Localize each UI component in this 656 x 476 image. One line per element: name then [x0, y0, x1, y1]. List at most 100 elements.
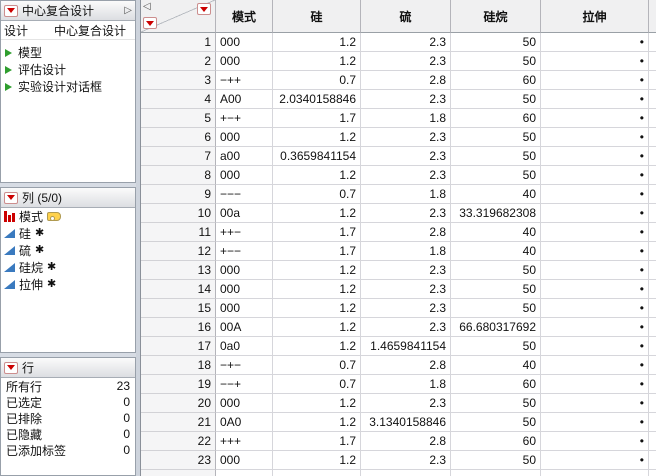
- si-cell[interactable]: 1.7: [273, 242, 361, 261]
- sulfur-cell[interactable]: 1.8: [361, 242, 451, 261]
- silane-cell[interactable]: 50: [451, 394, 541, 413]
- stretch-cell[interactable]: •: [541, 90, 649, 109]
- sulfur-cell[interactable]: 2.3: [361, 280, 451, 299]
- silane-cell[interactable]: 60: [451, 109, 541, 128]
- sulfur-cell[interactable]: 2.3: [361, 90, 451, 109]
- sulfur-cell[interactable]: 2.3: [361, 33, 451, 52]
- pattern-cell[interactable]: 0A0: [216, 413, 273, 432]
- si-cell[interactable]: [273, 470, 361, 476]
- pattern-cell[interactable]: −−−: [216, 185, 273, 204]
- stretch-cell[interactable]: •: [541, 128, 649, 147]
- sulfur-cell[interactable]: 2.3: [361, 147, 451, 166]
- sulfur-cell[interactable]: 2.3: [361, 204, 451, 223]
- sulfur-cell[interactable]: 2.8: [361, 223, 451, 242]
- pattern-cell[interactable]: ++−: [216, 223, 273, 242]
- sulfur-cell[interactable]: 1.8: [361, 109, 451, 128]
- pattern-cell[interactable]: 000: [216, 261, 273, 280]
- red-triangle-menu-icon[interactable]: [4, 191, 18, 204]
- si-cell[interactable]: 1.7: [273, 109, 361, 128]
- stretch-cell[interactable]: •: [541, 71, 649, 90]
- silane-cell[interactable]: 50: [451, 166, 541, 185]
- stretch-cell[interactable]: •: [541, 413, 649, 432]
- pattern-cell[interactable]: 000: [216, 280, 273, 299]
- silane-cell[interactable]: 60: [451, 432, 541, 451]
- row-number-cell[interactable]: 15: [141, 299, 216, 318]
- row-number-cell[interactable]: 6: [141, 128, 216, 147]
- stretch-cell[interactable]: •: [541, 280, 649, 299]
- sulfur-cell[interactable]: 1.8: [361, 185, 451, 204]
- stretch-cell[interactable]: •: [541, 147, 649, 166]
- silane-cell[interactable]: 50: [451, 337, 541, 356]
- si-cell[interactable]: 1.2: [273, 52, 361, 71]
- row-number-cell[interactable]: 1: [141, 33, 216, 52]
- disclosure-triangle-icon[interactable]: [5, 48, 12, 57]
- stretch-cell[interactable]: •: [541, 394, 649, 413]
- pattern-cell[interactable]: +−−: [216, 242, 273, 261]
- stretch-cell[interactable]: [541, 470, 649, 476]
- si-cell[interactable]: 1.2: [273, 394, 361, 413]
- row-number-cell[interactable]: 23: [141, 451, 216, 470]
- stretch-cell[interactable]: •: [541, 318, 649, 337]
- sulfur-cell[interactable]: 2.8: [361, 71, 451, 90]
- row-number-cell[interactable]: 22: [141, 432, 216, 451]
- pattern-cell[interactable]: 000: [216, 33, 273, 52]
- column-header-si[interactable]: 硅: [273, 0, 361, 33]
- sulfur-cell[interactable]: [361, 470, 451, 476]
- collapse-right-icon[interactable]: ▷: [124, 4, 132, 16]
- pattern-cell[interactable]: −++: [216, 71, 273, 90]
- silane-cell[interactable]: 50: [451, 299, 541, 318]
- stretch-cell[interactable]: •: [541, 166, 649, 185]
- sulfur-cell[interactable]: 1.4659841154: [361, 337, 451, 356]
- sulfur-cell[interactable]: 1.8: [361, 375, 451, 394]
- disclosure-triangle-icon[interactable]: [5, 65, 12, 74]
- silane-cell[interactable]: 50: [451, 52, 541, 71]
- row-number-cell[interactable]: 7: [141, 147, 216, 166]
- silane-cell[interactable]: 50: [451, 280, 541, 299]
- silane-cell[interactable]: 40: [451, 242, 541, 261]
- si-cell[interactable]: 1.2: [273, 337, 361, 356]
- collapse-left-icon[interactable]: ◁: [143, 1, 151, 12]
- row-number-cell[interactable]: 8: [141, 166, 216, 185]
- row-number-cell[interactable]: 9: [141, 185, 216, 204]
- row-number-cell[interactable]: 14: [141, 280, 216, 299]
- panel-splitter[interactable]: [136, 0, 140, 476]
- pattern-cell[interactable]: [216, 470, 273, 476]
- pattern-cell[interactable]: 000: [216, 299, 273, 318]
- stretch-cell[interactable]: •: [541, 432, 649, 451]
- si-cell[interactable]: 0.7: [273, 71, 361, 90]
- silane-cell[interactable]: 33.319682308: [451, 204, 541, 223]
- si-cell[interactable]: 1.2: [273, 299, 361, 318]
- red-triangle-menu-icon[interactable]: [4, 361, 18, 374]
- silane-cell[interactable]: 50: [451, 33, 541, 52]
- column-header-stretch[interactable]: 拉伸: [541, 0, 649, 33]
- silane-cell[interactable]: 50: [451, 451, 541, 470]
- column-item-silane[interactable]: 硅烷 ✱: [1, 259, 135, 276]
- silane-cell[interactable]: 50: [451, 147, 541, 166]
- sulfur-cell[interactable]: 2.3: [361, 166, 451, 185]
- pattern-cell[interactable]: 000: [216, 451, 273, 470]
- si-cell[interactable]: 1.2: [273, 318, 361, 337]
- stretch-cell[interactable]: •: [541, 375, 649, 394]
- column-item-si[interactable]: 硅 ✱: [1, 225, 135, 242]
- si-cell[interactable]: 2.0340158846: [273, 90, 361, 109]
- silane-cell[interactable]: 50: [451, 90, 541, 109]
- row-number-cell[interactable]: 18: [141, 356, 216, 375]
- sulfur-cell[interactable]: 2.3: [361, 451, 451, 470]
- stretch-cell[interactable]: •: [541, 451, 649, 470]
- si-cell[interactable]: 1.2: [273, 280, 361, 299]
- silane-cell[interactable]: 40: [451, 223, 541, 242]
- si-cell[interactable]: 1.2: [273, 128, 361, 147]
- sulfur-cell[interactable]: 2.8: [361, 432, 451, 451]
- sulfur-cell[interactable]: 2.3: [361, 52, 451, 71]
- row-number-cell[interactable]: 3: [141, 71, 216, 90]
- pattern-cell[interactable]: A00: [216, 90, 273, 109]
- outline-item-doe-dialog[interactable]: 实验设计对话框: [1, 78, 135, 95]
- sulfur-cell[interactable]: 2.3: [361, 261, 451, 280]
- silane-cell[interactable]: 50: [451, 261, 541, 280]
- sulfur-cell[interactable]: 2.3: [361, 299, 451, 318]
- pattern-cell[interactable]: 000: [216, 128, 273, 147]
- row-number-cell[interactable]: 20: [141, 394, 216, 413]
- si-cell[interactable]: 1.2: [273, 166, 361, 185]
- disclosure-triangle-icon[interactable]: [5, 82, 12, 91]
- silane-cell[interactable]: 50: [451, 128, 541, 147]
